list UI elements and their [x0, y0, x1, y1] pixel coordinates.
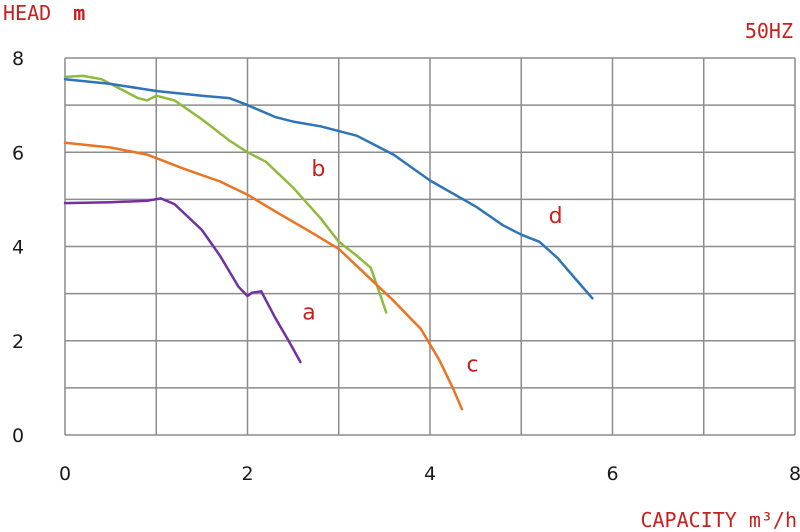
tick-labels: 0 2 4 6 8 0 2 4 6 8: [12, 48, 800, 485]
curve-label-b: b: [311, 157, 325, 182]
x-tick-label: 6: [606, 463, 618, 485]
curve-d: [63, 77, 594, 300]
y-axis-unit: m: [73, 1, 85, 25]
y-tick-label: 4: [12, 237, 24, 259]
curve-a: [63, 197, 302, 364]
x-tick-label: 0: [59, 463, 71, 485]
curve-c: [63, 141, 464, 411]
x-tick-label: 4: [424, 463, 436, 485]
y-tick-label: 0: [12, 425, 24, 447]
frequency-label: 50HZ: [745, 19, 793, 43]
y-axis-label-text: HEAD: [3, 1, 51, 25]
curve-label-c: c: [467, 352, 479, 377]
x-axis-label: CAPACITY m³/h: [640, 508, 797, 532]
y-tick-label: 2: [12, 331, 24, 353]
x-tick-label: 2: [241, 463, 253, 485]
y-axis-label: HEAD m: [3, 1, 85, 25]
y-tick-label: 6: [12, 142, 24, 164]
curve-label-d: d: [549, 204, 563, 229]
curve-b: [63, 74, 388, 314]
curve-labels: a b c d: [302, 157, 562, 378]
x-tick-label: 8: [789, 463, 800, 485]
curve-label-a: a: [302, 301, 315, 326]
y-tick-label: 8: [12, 48, 24, 70]
grid: [64, 57, 796, 436]
curves: [63, 74, 594, 411]
